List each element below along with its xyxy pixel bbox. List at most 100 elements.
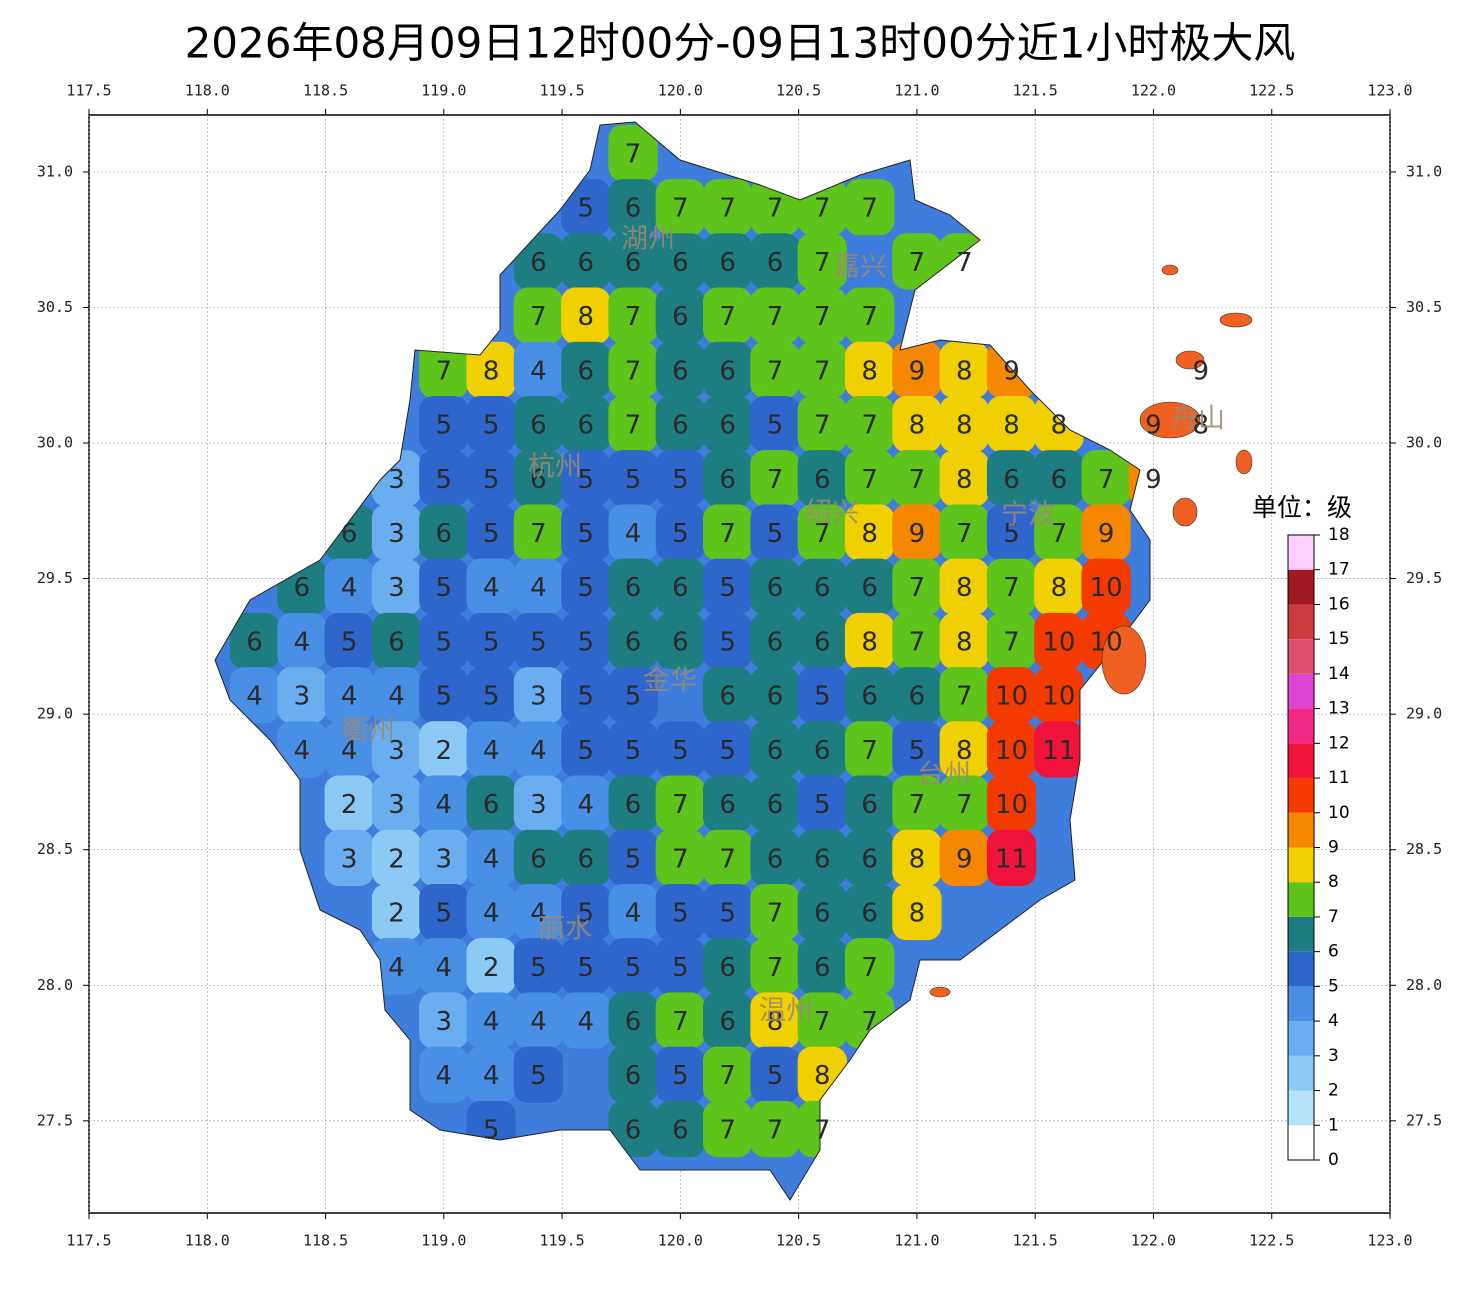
wind-value: 2 — [388, 844, 405, 874]
wind-cell — [750, 721, 800, 778]
x-tick-label: 118.5 — [303, 1232, 348, 1250]
wind-value: 9 — [1192, 356, 1209, 386]
colorbar-swatch — [1288, 535, 1314, 570]
wind-value: 6 — [767, 248, 784, 278]
wind-cell — [750, 612, 800, 670]
wind-value: 3 — [388, 573, 405, 603]
wind-cell — [750, 558, 800, 615]
wind-value: 7 — [814, 248, 831, 278]
wind-value: 8 — [1051, 573, 1068, 603]
wind-cell — [229, 612, 280, 670]
wind-value: 7 — [672, 194, 689, 224]
wind-value: 4 — [388, 953, 405, 983]
wind-cell — [371, 883, 422, 941]
wind-value: 8 — [956, 736, 973, 766]
wind-cell — [561, 992, 611, 1049]
wind-value: 3 — [530, 790, 547, 820]
wind-value: 7 — [530, 302, 547, 332]
y-tick-label: 29.5 — [1406, 569, 1442, 587]
wind-value: 3 — [530, 682, 547, 712]
wind-cell — [797, 775, 847, 832]
y-tick-label: 29.0 — [1406, 705, 1442, 723]
wind-value: 4 — [577, 1007, 594, 1037]
wind-cell — [419, 1046, 469, 1103]
wind-cell — [844, 179, 895, 236]
wind-value: 5 — [1003, 519, 1020, 549]
wind-cell — [324, 667, 374, 724]
x-tick-label: 121.0 — [894, 82, 939, 100]
province-border — [214, 121, 1151, 1201]
colorbar-swatch — [1288, 812, 1314, 848]
wind-value: 7 — [767, 194, 784, 224]
wind-cell — [703, 1100, 753, 1158]
wind-value: 4 — [341, 573, 358, 603]
wind-cell — [277, 612, 327, 670]
wind-value: 3 — [388, 465, 405, 495]
wind-value: 10 — [1042, 682, 1075, 712]
wind-cell — [655, 883, 706, 941]
wind-value: 6 — [719, 248, 736, 278]
wind-value: 7 — [719, 302, 736, 332]
wind-value: 8 — [814, 1061, 831, 1091]
wind-cell — [892, 721, 942, 778]
wind-value: 6 — [672, 248, 689, 278]
islands — [929, 264, 1253, 998]
wind-cell — [419, 341, 469, 398]
wind-value: 4 — [483, 844, 500, 874]
wind-value: 5 — [719, 627, 736, 657]
wind-value: 8 — [956, 627, 973, 657]
colorbar-title: 单位：级 — [1252, 493, 1352, 522]
colorbar-swatch — [1288, 1090, 1314, 1126]
wind-cell — [608, 667, 658, 724]
wind-value: 8 — [577, 302, 594, 332]
wind-value: 4 — [341, 682, 358, 712]
wind-cell — [750, 450, 800, 507]
wind-value: 6 — [814, 736, 831, 766]
x-tick-label: 119.0 — [421, 1232, 466, 1250]
wind-cell — [844, 775, 895, 832]
wind-cell — [419, 992, 469, 1049]
wind-cell — [608, 341, 658, 398]
wind-cell — [371, 829, 422, 886]
wind-cell — [608, 1046, 658, 1103]
y-tick-label: 30.5 — [37, 298, 73, 316]
wind-value: 5 — [483, 519, 500, 549]
wind-cell — [986, 450, 1037, 507]
colorbar-swatch — [1288, 882, 1314, 917]
wind-cell — [1034, 504, 1084, 561]
wind-value: 7 — [956, 682, 973, 712]
wind-cell — [703, 667, 753, 724]
wind-cell — [703, 938, 753, 995]
wind-cell — [939, 667, 989, 724]
colorbar-swatch — [1288, 951, 1314, 987]
x-tick-label: 118.0 — [185, 1232, 230, 1250]
wind-cell — [703, 287, 753, 344]
wind-cell — [703, 1046, 753, 1103]
wind-value: 5 — [436, 465, 453, 495]
wind-value: 3 — [388, 790, 405, 820]
wind-value: 7 — [861, 736, 878, 766]
colorbar-label: 6 — [1328, 942, 1339, 962]
wind-cell — [939, 341, 989, 398]
wind-value: 4 — [436, 790, 453, 820]
wind-value: 7 — [956, 248, 973, 278]
colorbar-label: 18 — [1328, 525, 1350, 545]
wind-value: 6 — [719, 356, 736, 386]
wind-value: 6 — [388, 627, 405, 657]
wind-cell — [797, 287, 847, 344]
wind-cell — [513, 1046, 564, 1103]
x-tick-label: 120.0 — [658, 82, 703, 100]
x-tick-label: 122.5 — [1249, 1232, 1294, 1250]
wind-value: 6 — [672, 302, 689, 332]
wind-value: 5 — [625, 844, 642, 874]
wind-value: 5 — [530, 953, 547, 983]
wind-cell — [844, 450, 895, 507]
wind-value: 5 — [672, 953, 689, 983]
wind-value: 5 — [577, 736, 594, 766]
wind-cell — [703, 395, 753, 453]
wind-value: 6 — [767, 682, 784, 712]
wind-value: 9 — [1003, 356, 1020, 386]
wind-value: 8 — [1051, 411, 1068, 441]
wind-value: 6 — [861, 682, 878, 712]
